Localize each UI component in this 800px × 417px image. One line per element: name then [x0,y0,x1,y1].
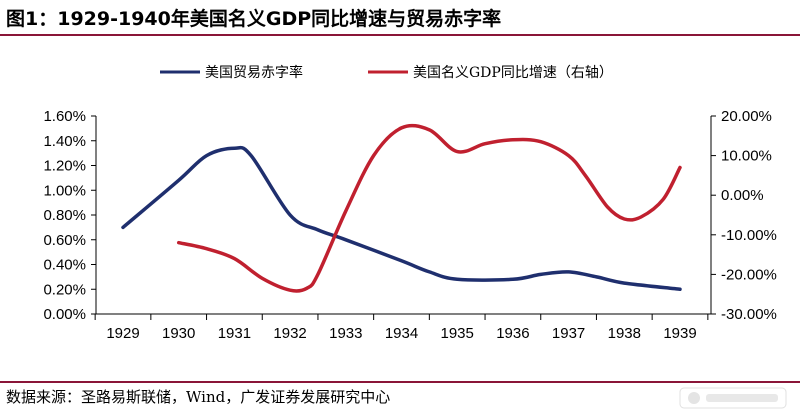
left-tick-label: 1.20% [43,158,86,175]
x-tick-label: 1935 [441,325,474,342]
x-tick-label: 1938 [608,325,641,342]
watermark-logo [678,384,788,412]
series-line-gdp-growth [176,123,682,293]
left-tick-label: 0.60% [43,232,86,249]
x-tick-label: 1934 [385,325,418,342]
left-tick-label: 1.00% [43,182,86,199]
x-tick-label: 1936 [496,325,529,342]
series-lines [121,123,682,293]
legend-label-trade-deficit: 美国贸易赤字率 [205,64,303,81]
left-tick-label: 0.80% [43,207,86,224]
title-rule [0,34,800,36]
x-axis-ticks: 1929 1930 1931 1932 1933 1934 1935 1936 1937 1938… [94,314,709,342]
line-chart: 美国贸易赤字率 美国名义GDP同比增速（右轴） 1.60%1.40%1.20%1… [43,64,777,342]
x-tick-label: 1932 [273,325,306,342]
figure-title: 图1：1929-1940年美国名义GDP同比增速与贸易赤字率 [6,8,502,30]
right-tick-label: 20.00% [721,108,772,125]
left-tick-label: 0.20% [43,281,86,298]
right-tick-label: -30.00% [721,306,777,323]
source-note: 数据来源：圣路易斯联储，Wind，广发证券发展研究中心 [6,388,391,406]
left-tick-label: 1.60% [43,108,86,125]
legend: 美国贸易赤字率 美国名义GDP同比增速（右轴） [160,64,613,81]
series-line-trade-deficit [121,145,682,292]
right-tick-label: 10.00% [721,148,772,165]
right-tick-label: 0.00% [721,187,764,204]
right-tick-label: -20.00% [721,266,777,283]
right-tick-label: -10.00% [721,227,777,244]
left-axis-ticks: 1.60% 1.40% 1.20% 1.00% 0.80% 0.60% 0.40% 0.20%… [43,108,96,323]
left-tick-label: 1.40% [43,133,86,150]
watermark-logo-icon [679,387,787,409]
x-tick-label: 1933 [329,325,362,342]
right-axis-ticks: 20.00% 10.00% 0.00% -10.00% -20.00% -30.00% [711,108,777,323]
left-tick-label: 0.40% [43,257,86,274]
x-tick-label: 1937 [552,325,585,342]
legend-label-gdp-growth: 美国名义GDP同比增速（右轴） [413,65,613,81]
x-tick-label: 1930 [162,325,195,342]
x-tick-label: 1939 [663,325,696,342]
left-tick-label: 0.00% [43,306,86,323]
x-tick-label: 1931 [218,325,251,342]
x-tick-label: 1929 [106,325,139,342]
source-rule [0,381,800,383]
